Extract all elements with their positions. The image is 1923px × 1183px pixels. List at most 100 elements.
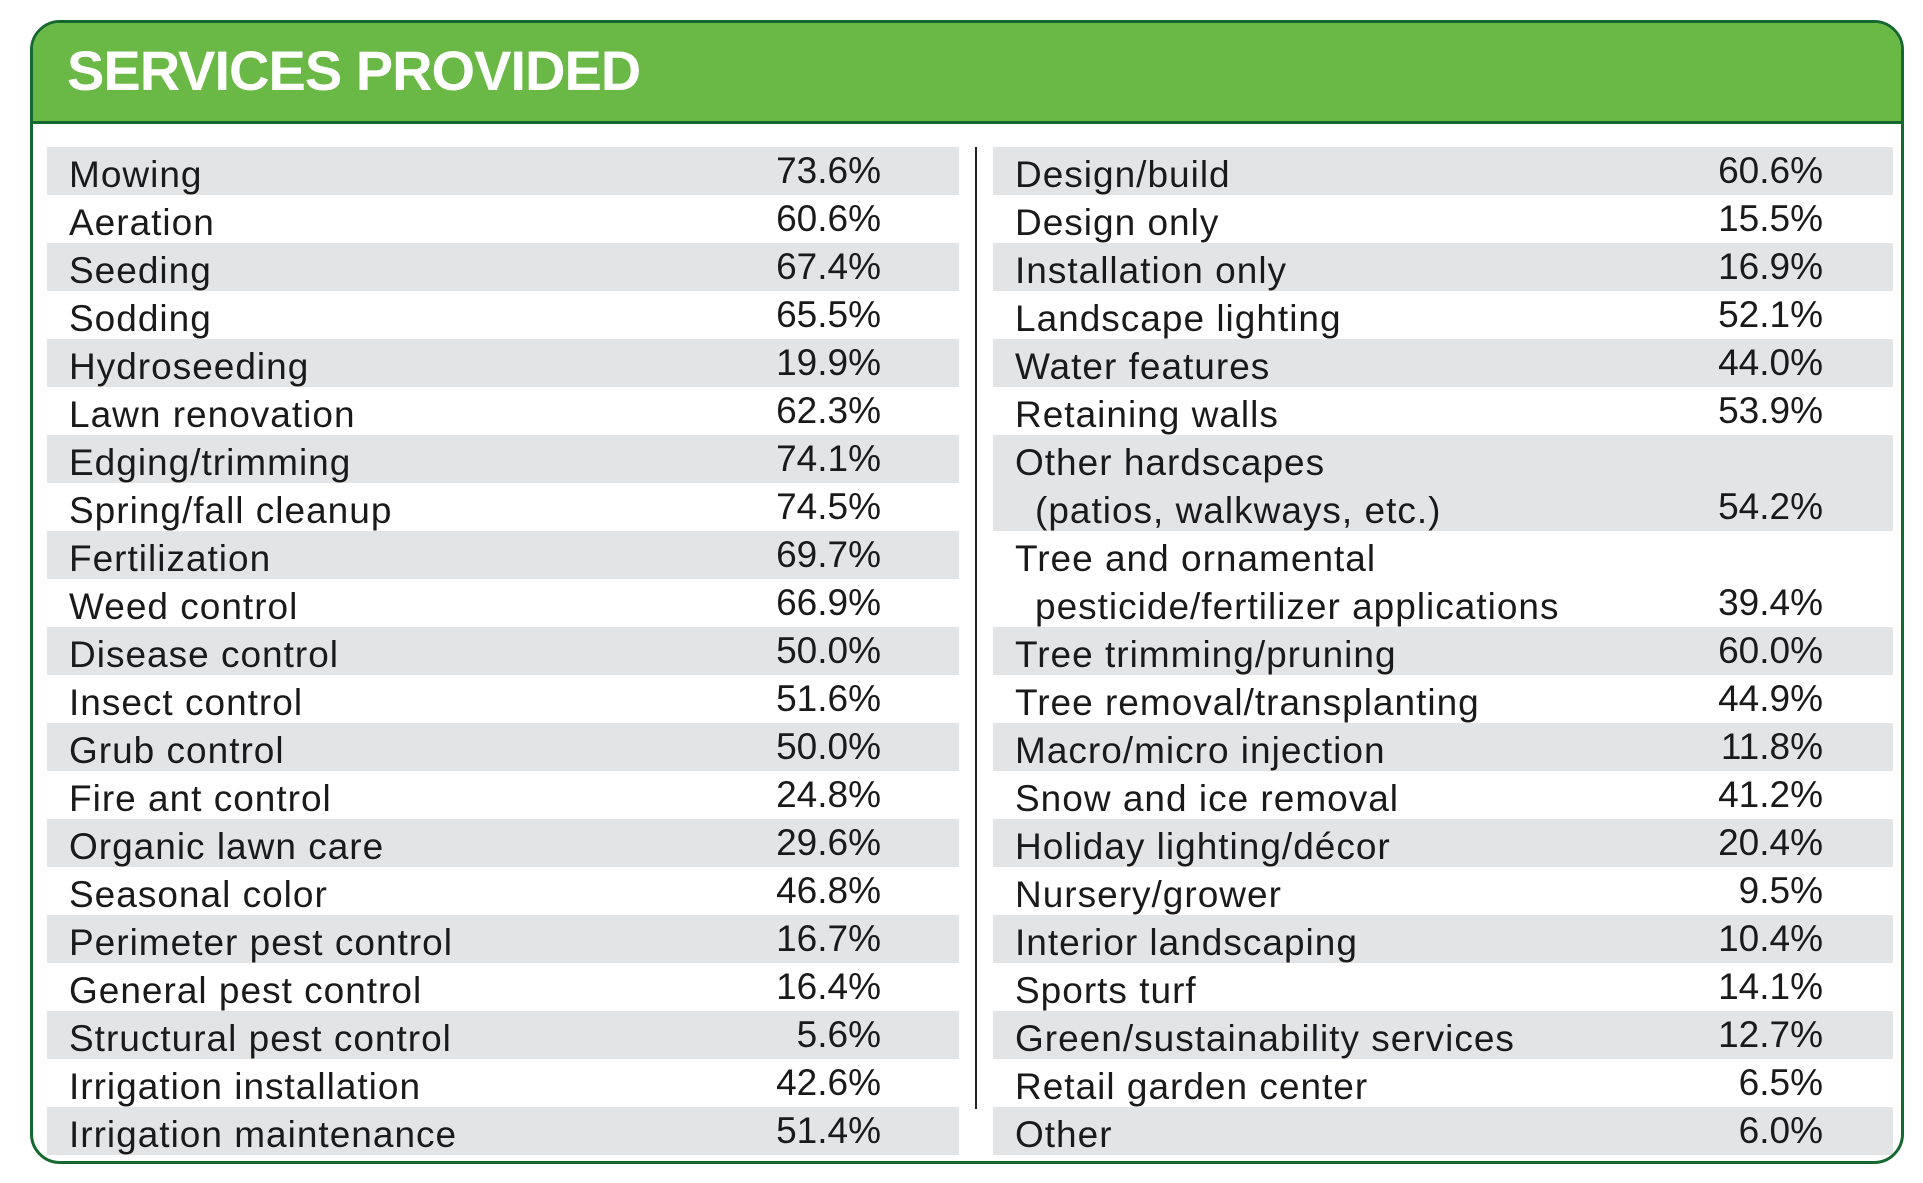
table-row: Seasonal color 46.8% bbox=[47, 867, 959, 915]
service-label: Grub control bbox=[69, 727, 285, 775]
service-percentage: 42.6% bbox=[776, 1062, 881, 1103]
table-row: Other 6.0% bbox=[993, 1107, 1893, 1155]
service-percentage: 67.4% bbox=[776, 246, 881, 287]
service-percentage: 73.6% bbox=[776, 150, 881, 191]
service-percentage: 12.7% bbox=[1718, 1014, 1823, 1055]
table-row: Interior landscaping 10.4% bbox=[993, 915, 1893, 963]
service-percentage: 20.4% bbox=[1718, 822, 1823, 863]
service-label: Seasonal color bbox=[69, 871, 328, 919]
service-label: Holiday lighting/décor bbox=[1015, 823, 1391, 871]
table-row: Aeration 60.6% bbox=[47, 195, 959, 243]
service-label: Tree removal/transplanting bbox=[1015, 679, 1480, 727]
service-label-text: Irrigation maintenance bbox=[69, 1114, 458, 1155]
service-percentage: 15.5% bbox=[1718, 198, 1823, 239]
service-percentage: 29.6% bbox=[776, 822, 881, 863]
table-row: Design only 15.5% bbox=[993, 195, 1893, 243]
service-label: Mowing bbox=[69, 151, 203, 199]
table-row: Tree and ornamental pesticide/fertilizer … bbox=[993, 531, 1893, 627]
service-percentage: 65.5% bbox=[776, 294, 881, 335]
service-label-text: Fire ant control bbox=[69, 778, 332, 819]
service-label-text: Macro/micro injection bbox=[1015, 730, 1386, 771]
service-label-text: Installation only bbox=[1015, 250, 1288, 291]
table-row: Perimeter pest control 16.7% bbox=[47, 915, 959, 963]
service-label-text: Spring/fall cleanup bbox=[69, 490, 393, 531]
service-percentage: 51.6% bbox=[776, 678, 881, 719]
service-label: Other hardscapes (patios, walkways, etc.) bbox=[1015, 439, 1441, 535]
service-label-text: Design/build bbox=[1015, 154, 1231, 195]
service-label-text: Nursery/grower bbox=[1015, 874, 1282, 915]
column-divider bbox=[975, 147, 977, 1109]
service-label: Hydroseeding bbox=[69, 343, 309, 391]
services-panel: SERVICES PROVIDED Mowing 73.6% Aeration 60.… bbox=[30, 20, 1904, 1164]
service-label: Fertilization bbox=[69, 535, 271, 583]
table-row: Disease control 50.0% bbox=[47, 627, 959, 675]
service-percentage: 19.9% bbox=[776, 342, 881, 383]
panel-header: SERVICES PROVIDED bbox=[33, 23, 1901, 124]
service-label-text: Disease control bbox=[69, 634, 340, 675]
service-label-text: Insect control bbox=[69, 682, 304, 723]
service-label: Retaining walls bbox=[1015, 391, 1279, 439]
service-percentage: 16.9% bbox=[1718, 246, 1823, 287]
service-label-text: Green/sustainability services bbox=[1015, 1018, 1515, 1059]
service-label: Weed control bbox=[69, 583, 298, 631]
service-label-text: Grub control bbox=[69, 730, 285, 771]
service-percentage: 16.7% bbox=[776, 918, 881, 959]
service-percentage: 9.5% bbox=[1738, 870, 1823, 911]
service-label-text: Perimeter pest control bbox=[69, 922, 453, 963]
service-label: Aeration bbox=[69, 199, 215, 247]
service-label: Sodding bbox=[69, 295, 212, 343]
service-label-text: Sodding bbox=[69, 298, 212, 339]
service-label: Water features bbox=[1015, 343, 1270, 391]
service-label: Nursery/grower bbox=[1015, 871, 1282, 919]
table-row: Mowing 73.6% bbox=[47, 147, 959, 195]
table-row: Retaining walls 53.9% bbox=[993, 387, 1893, 435]
service-label-text: Design only bbox=[1015, 202, 1220, 243]
service-label-text: Structural pest control bbox=[69, 1018, 452, 1059]
service-percentage: 50.0% bbox=[776, 726, 881, 767]
service-label: Interior landscaping bbox=[1015, 919, 1358, 967]
service-label-text: Holiday lighting/décor bbox=[1015, 826, 1391, 867]
service-percentage: 69.7% bbox=[776, 534, 881, 575]
service-label: Seeding bbox=[69, 247, 212, 295]
service-label: Organic lawn care bbox=[69, 823, 384, 871]
service-percentage: 62.3% bbox=[776, 390, 881, 431]
service-percentage: 74.5% bbox=[776, 486, 881, 527]
service-percentage: 44.0% bbox=[1718, 342, 1823, 383]
service-percentage: 51.4% bbox=[776, 1110, 881, 1151]
service-percentage: 11.8% bbox=[1720, 726, 1823, 767]
service-label-text: Sports turf bbox=[1015, 970, 1197, 1011]
service-label-continuation: pesticide/fertilizer applications bbox=[1035, 586, 1560, 627]
service-label: Green/sustainability services bbox=[1015, 1015, 1515, 1063]
service-percentage: 5.6% bbox=[796, 1014, 881, 1055]
table-row: Hydroseeding 19.9% bbox=[47, 339, 959, 387]
table-row: Weed control 66.9% bbox=[47, 579, 959, 627]
table-row: Nursery/grower 9.5% bbox=[993, 867, 1893, 915]
service-label: Installation only bbox=[1015, 247, 1287, 295]
service-label-text: Other hardscapes bbox=[1015, 442, 1326, 483]
service-label: Structural pest control bbox=[69, 1015, 452, 1063]
service-percentage: 41.2% bbox=[1718, 774, 1823, 815]
table-row: Organic lawn care 29.6% bbox=[47, 819, 959, 867]
table-row: Macro/micro injection 11.8% bbox=[993, 723, 1893, 771]
service-percentage: 60.6% bbox=[776, 198, 881, 239]
service-label-text: Hydroseeding bbox=[69, 346, 310, 387]
table-row: Lawn renovation 62.3% bbox=[47, 387, 959, 435]
service-label-continuation: (patios, walkways, etc.) bbox=[1035, 490, 1442, 531]
service-percentage: 6.5% bbox=[1738, 1062, 1823, 1103]
panel-title: SERVICES PROVIDED bbox=[67, 39, 641, 102]
service-label: Perimeter pest control bbox=[69, 919, 453, 967]
service-percentage: 10.4% bbox=[1718, 918, 1823, 959]
service-label-text: Seeding bbox=[69, 250, 212, 291]
table-row: Irrigation maintenance 51.4% bbox=[47, 1107, 959, 1155]
table-row: Other hardscapes (patios, walkways, etc.)… bbox=[993, 435, 1893, 531]
table-row: Fire ant control 24.8% bbox=[47, 771, 959, 819]
service-label: Snow and ice removal bbox=[1015, 775, 1399, 823]
service-percentage: 16.4% bbox=[776, 966, 881, 1007]
service-label-text: Aeration bbox=[69, 202, 215, 243]
service-label: Insect control bbox=[69, 679, 303, 727]
service-label-text: Mowing bbox=[69, 154, 203, 195]
service-label-text: Tree trimming/pruning bbox=[1015, 634, 1397, 675]
service-label-text: Landscape lighting bbox=[1015, 298, 1342, 339]
service-percentage: 39.4% bbox=[1718, 582, 1823, 623]
table-row: Sodding 65.5% bbox=[47, 291, 959, 339]
